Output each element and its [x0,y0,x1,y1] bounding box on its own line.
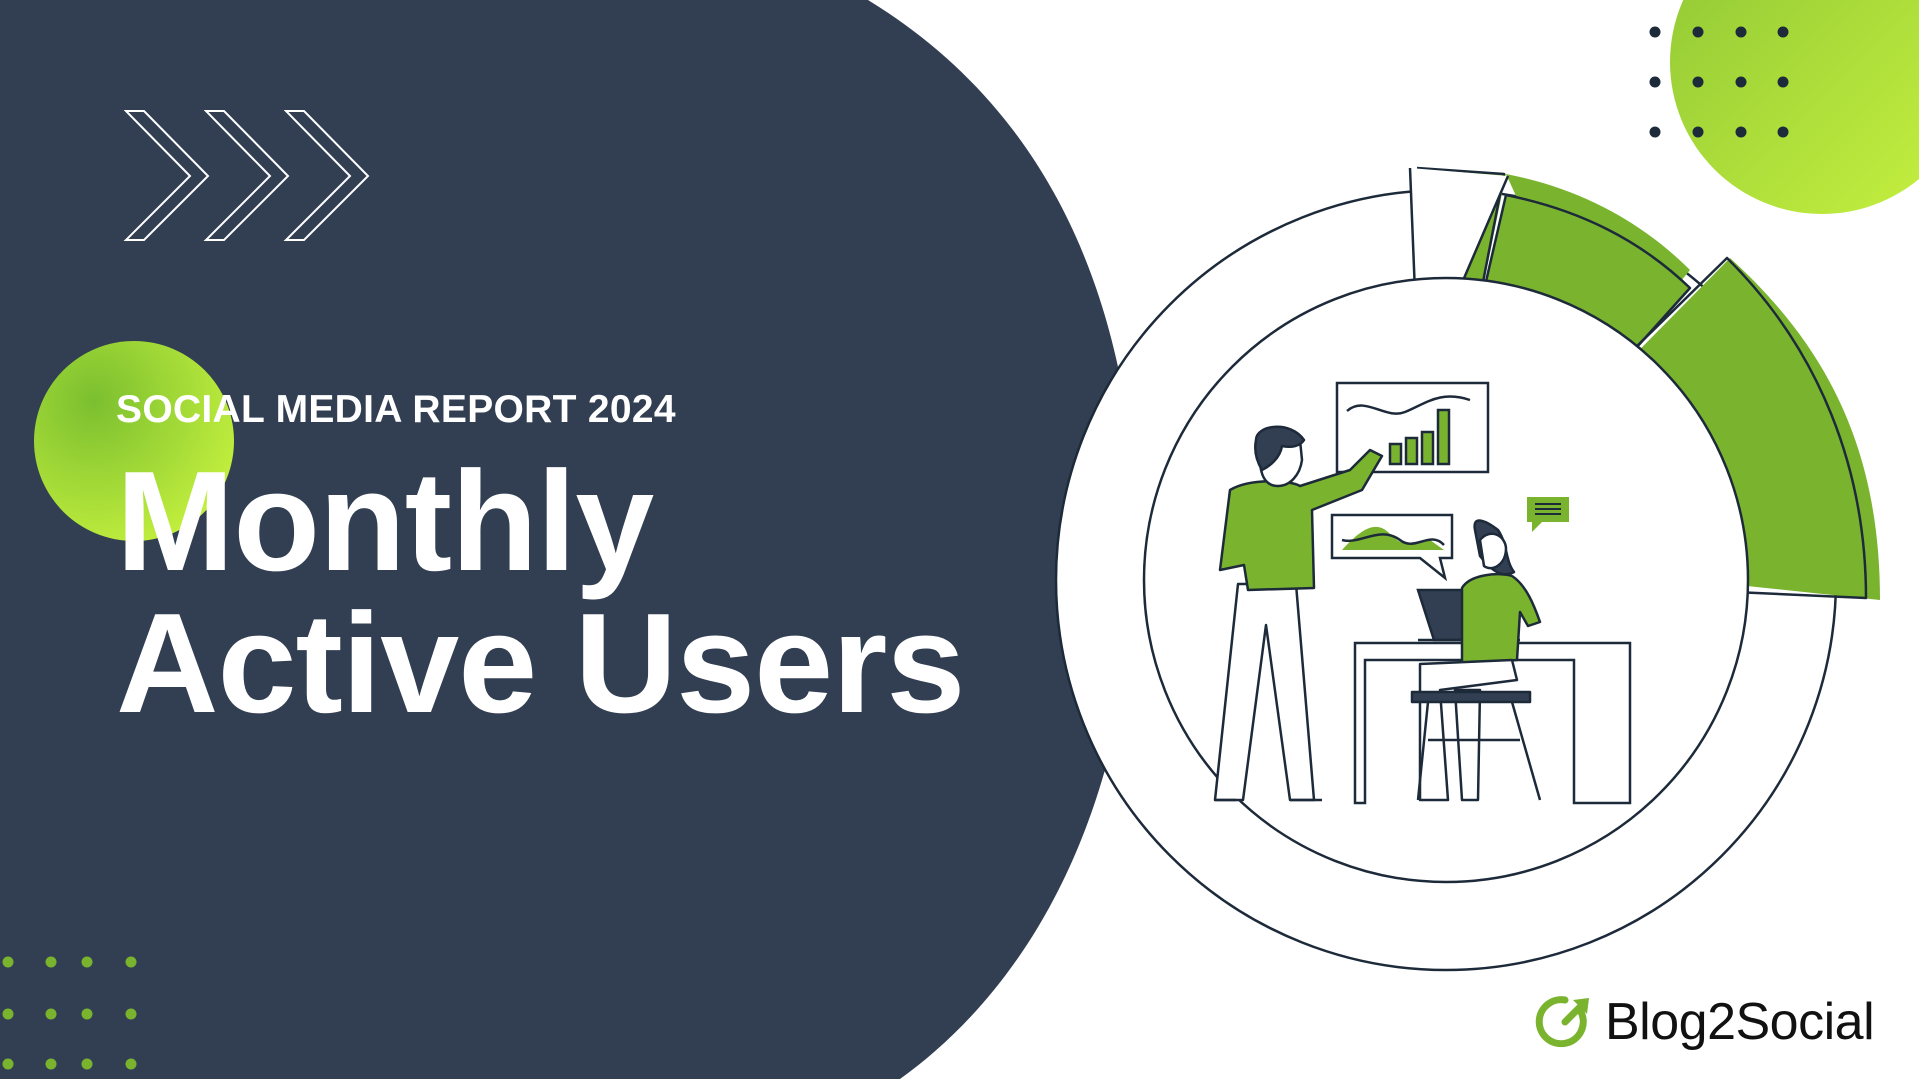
speech-bubble-chart [1330,513,1454,582]
title-block: SOCIAL MEDIA REPORT 2024 Monthly Active … [116,388,965,743]
dot-grid-decoration-green [2,956,137,1070]
dot-grid-decoration-dark [1649,26,1789,138]
chevron-arrows-decoration [123,110,370,241]
lime-accent-circle [34,341,234,541]
brand-name: Blog2Social [1605,993,1875,1051]
seated-woman [1410,519,1542,802]
title-line-1: Monthly [116,442,654,601]
brand-logo: Blog2Social [1535,990,1875,1054]
lime-corner-circle [1670,0,1919,214]
report-subtitle: SOCIAL MEDIA REPORT 2024 [116,388,676,431]
people-analytics-illustration [1054,166,1880,972]
refresh-arrow-icon [1535,996,1589,1048]
title-line-2: Active Users [116,584,965,743]
slide-title: Monthly Active Users [116,442,965,743]
message-bubble [1527,497,1569,532]
navy-background-shape [0,0,1138,1079]
standing-man [1213,425,1384,802]
